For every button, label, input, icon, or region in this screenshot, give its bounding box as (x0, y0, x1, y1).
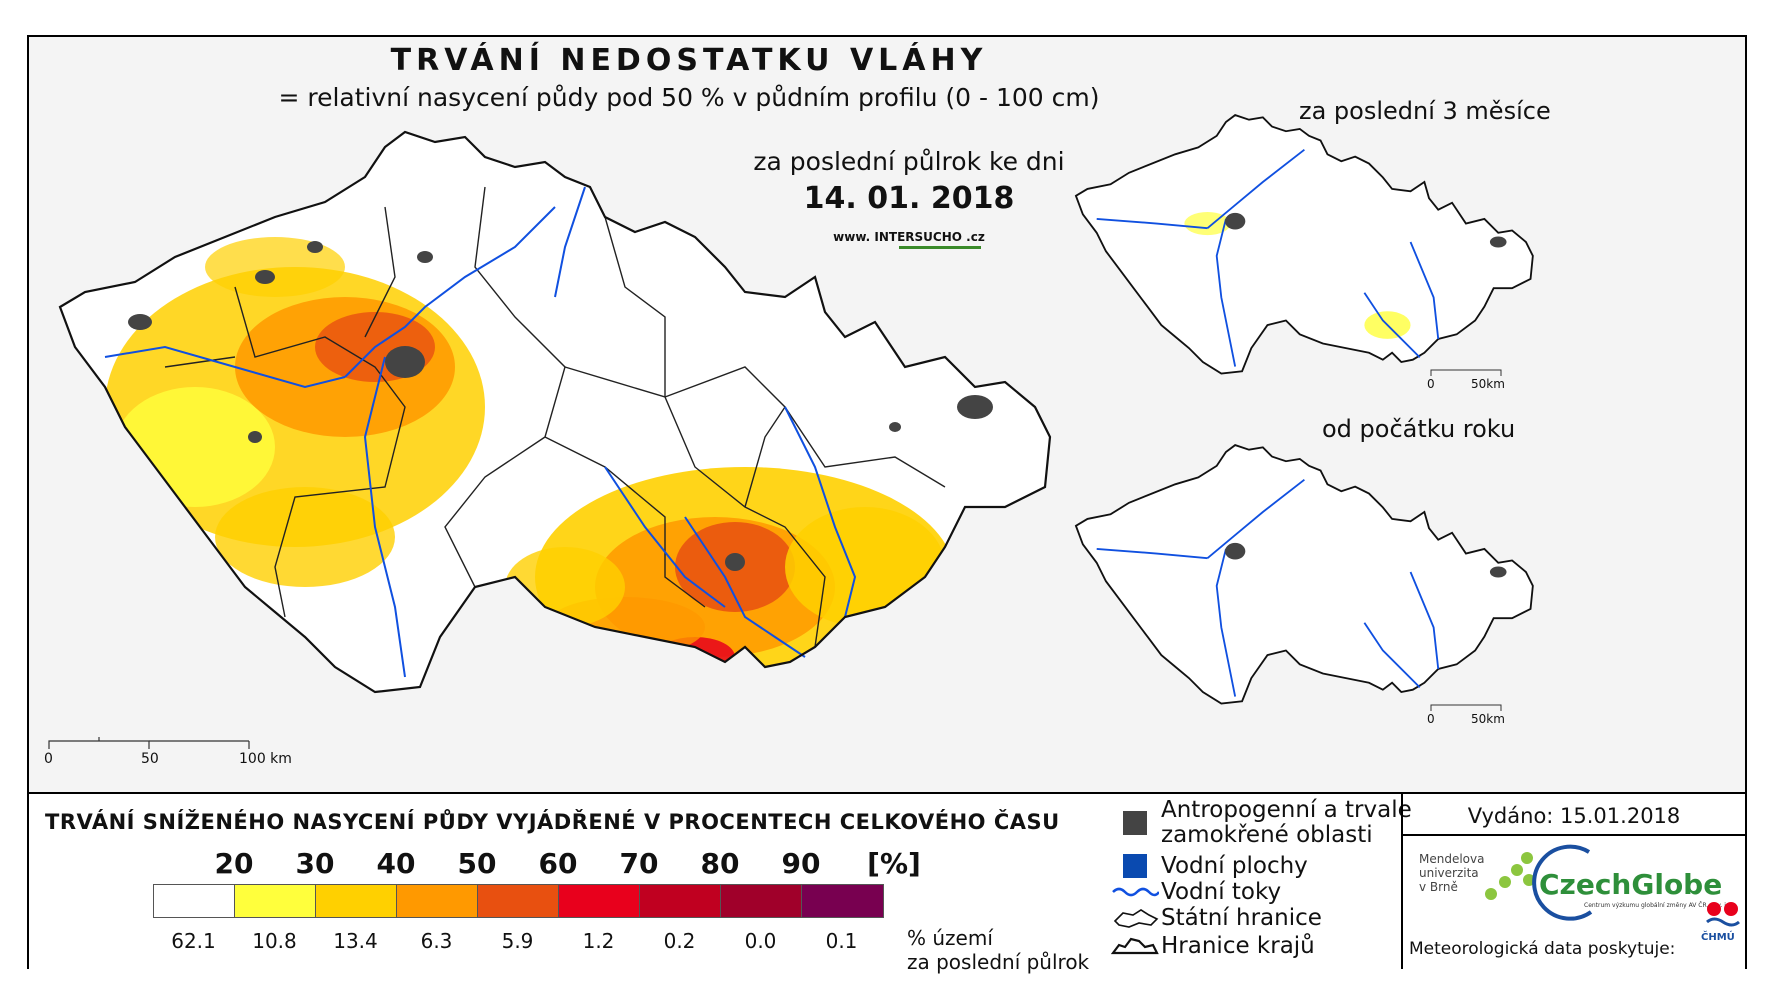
issued-divider (1403, 834, 1745, 836)
legend-percentage-3: 6.3 (420, 929, 453, 953)
legend-color-class-3 (397, 885, 478, 917)
legend-tick-80: 80 (700, 847, 740, 880)
anthropogenic-label-2: zamokřené oblasti (1161, 822, 1373, 848)
legend-color-class-8 (802, 885, 883, 917)
legend-separator (1401, 794, 1403, 969)
drought-fill (105, 237, 955, 687)
legend-tick-20: 20 (214, 847, 254, 880)
main-scale-0: 0 (44, 751, 53, 767)
anthropogenic-areas (128, 241, 993, 571)
legend-rivers: Vodní toky (1109, 878, 1281, 906)
state-border-icon (1109, 904, 1161, 932)
inset-year-start-label: od počátku roku (1322, 415, 1516, 443)
inset-3-months-scale (1430, 369, 1502, 376)
date-label: 14. 01. 2018 (803, 181, 1015, 216)
mendel-line-3: v Brně (1419, 880, 1458, 894)
main-scale-100: 100 km (239, 751, 292, 767)
legend-tick-30: 30 (295, 847, 335, 880)
inset-year-start-scale (1430, 704, 1502, 711)
legend-percentage-0: 62.1 (171, 929, 216, 953)
region-borders (164, 186, 946, 648)
river-line-icon (1109, 878, 1161, 906)
legend-color-class-0 (154, 885, 235, 917)
legend-percentage-1: 10.8 (252, 929, 297, 953)
legend-tick-70: 70 (619, 847, 659, 880)
mendel-line-2: univerzita (1419, 866, 1479, 880)
main-scale-bar (48, 737, 250, 749)
legend-anthropogenic: Antropogenní a trvale zamokřené oblasti (1109, 798, 1412, 848)
legend-percentage-7: 0.0 (744, 929, 777, 953)
main-scale-50: 50 (141, 751, 159, 767)
legend-tick-50: 50 (457, 847, 497, 880)
legend-percent-note: % území za poslední půlrok (907, 926, 1089, 974)
anthropogenic-label-1: Antropogenní a trvale (1161, 797, 1412, 823)
czechglobe-logo-icon (1532, 844, 1593, 921)
chmu-logo-text: ČHMÚ (1701, 932, 1735, 943)
inset-3-months-label: za poslední 3 měsíce (1299, 97, 1551, 125)
map-area: TRVÁNÍ NEDOSTATKU VLÁHY = relativní nasy… (29, 37, 1745, 792)
legend-percentage-8: 0.1 (825, 929, 858, 953)
mendel-university-logo-text: Mendelova univerzita v Brně (1419, 852, 1484, 894)
legend-tick-60: 60 (538, 847, 578, 880)
intersucho-url[interactable]: www. INTERSUCHO .cz (833, 230, 985, 244)
inset-year-start-scale-50: 50km (1471, 712, 1505, 726)
map-subtitle: = relativní nasycení půdy pod 50 % v půd… (278, 83, 1100, 112)
legend-tick-unit: [%] (867, 847, 921, 880)
mendel-line-1: Mendelova (1419, 852, 1485, 866)
inset-3-months-scale-50: 50km (1471, 377, 1505, 391)
map-frame: TRVÁNÍ NEDOSTATKU VLÁHY = relativní nasy… (27, 35, 1747, 974)
legend-title: TRVÁNÍ SNÍŽENÉHO NASYCENÍ PŮDY VYJÁDŘENÉ… (45, 810, 1060, 834)
region-border-label: Hranice krajů (1161, 932, 1315, 959)
legend-percentage-5: 1.2 (582, 929, 615, 953)
legend-color-class-2 (316, 885, 397, 917)
legend-tick-40: 40 (376, 847, 416, 880)
rivers-main (104, 186, 857, 678)
chmu-logo-icon (1706, 902, 1740, 927)
state-border-label: Státní hranice (1161, 904, 1322, 931)
legend-color-class-4 (478, 885, 559, 917)
czechglobe-logo-text: CzechGlobe (1539, 868, 1723, 901)
legend-percentage-6: 0.2 (663, 929, 696, 953)
legend-state-border: Státní hranice (1109, 904, 1322, 932)
water-bodies-label: Vodní plochy (1161, 852, 1308, 879)
map-title: TRVÁNÍ NEDOSTATKU VLÁHY (390, 43, 988, 78)
inset-3-months-scale-0: 0 (1427, 377, 1435, 391)
legend-tick-90: 90 (781, 847, 821, 880)
water-body-swatch (1109, 852, 1161, 880)
legend-percent-note-2: za poslední půlrok (907, 950, 1090, 974)
anthropogenic-swatch (1109, 809, 1161, 837)
legend-color-class-5 (559, 885, 640, 917)
legend-color-class-1 (235, 885, 316, 917)
legend-percentage-2: 13.4 (333, 929, 378, 953)
inset-year-start-map (1074, 444, 1534, 705)
region-border-icon (1109, 932, 1161, 960)
rivers-label: Vodní toky (1161, 878, 1282, 905)
legend-colorbar (153, 884, 884, 918)
legend-water-bodies: Vodní plochy (1109, 852, 1308, 880)
mendel-logo-icon (1485, 852, 1535, 900)
legend-area: TRVÁNÍ SNÍŽENÉHO NASYCENÍ PŮDY VYJÁDŘENÉ… (29, 792, 1745, 974)
legend-percent-note-1: % území (907, 926, 993, 950)
url-underline (899, 246, 981, 249)
legend-region-border: Hranice krajů (1109, 932, 1315, 960)
legend-percentage-4: 5.9 (501, 929, 534, 953)
legend-color-class-6 (640, 885, 721, 917)
meteo-data-credit: Meteorologická data poskytuje: (1409, 939, 1676, 959)
inset-3-months-map (1074, 114, 1534, 375)
czechglobe-subtitle: Centrum výzkumu globální změny AV ČR, v.… (1584, 902, 1728, 909)
state-border (58, 130, 1052, 694)
issued-date: Vydáno: 15.01.2018 (1467, 804, 1681, 828)
main-drought-map (58, 130, 1052, 694)
period-label: za poslední půlrok ke dni (753, 147, 1065, 176)
inset-year-start-scale-0: 0 (1427, 712, 1435, 726)
legend-color-class-7 (721, 885, 802, 917)
